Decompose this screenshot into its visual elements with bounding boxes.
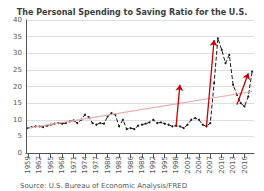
svg-text:1968: 1968 [58, 156, 66, 174]
svg-text:Source: U.S. Bureau of Economi: Source: U.S. Bureau of Economic Analysis… [20, 182, 187, 190]
svg-text:1974: 1974 [81, 155, 89, 173]
svg-text:1989: 1989 [138, 156, 146, 174]
svg-text:2010: 2010 [218, 156, 226, 174]
svg-text:1995: 1995 [161, 156, 169, 174]
svg-text:1983: 1983 [115, 156, 123, 174]
svg-text:35: 35 [13, 33, 22, 41]
svg-text:2001: 2001 [184, 156, 192, 174]
svg-text:1986: 1986 [127, 155, 135, 173]
svg-text:The Personal Spending to Savin: The Personal Spending to Saving Ratio fo… [17, 8, 247, 17]
svg-text:2007: 2007 [206, 156, 214, 174]
svg-text:1992: 1992 [149, 156, 157, 174]
svg-text:15: 15 [13, 99, 22, 107]
svg-text:25: 25 [13, 66, 22, 74]
svg-text:20: 20 [13, 83, 22, 91]
svg-text:40: 40 [13, 16, 22, 24]
svg-text:1965: 1965 [47, 156, 55, 174]
svg-text:0: 0 [18, 149, 22, 157]
svg-text:2013: 2013 [229, 156, 237, 174]
svg-text:1980: 1980 [104, 156, 112, 174]
svg-text:2016: 2016 [241, 155, 249, 173]
svg-text:5: 5 [18, 132, 22, 140]
svg-text:1998: 1998 [172, 156, 180, 174]
svg-text:1959: 1959 [24, 156, 32, 174]
svg-text:30: 30 [13, 49, 22, 57]
svg-text:2004: 2004 [195, 155, 203, 173]
svg-text:1962: 1962 [35, 156, 43, 174]
svg-text:1977: 1977 [92, 156, 100, 174]
svg-text:1971: 1971 [70, 156, 78, 174]
svg-text:10: 10 [13, 116, 22, 124]
